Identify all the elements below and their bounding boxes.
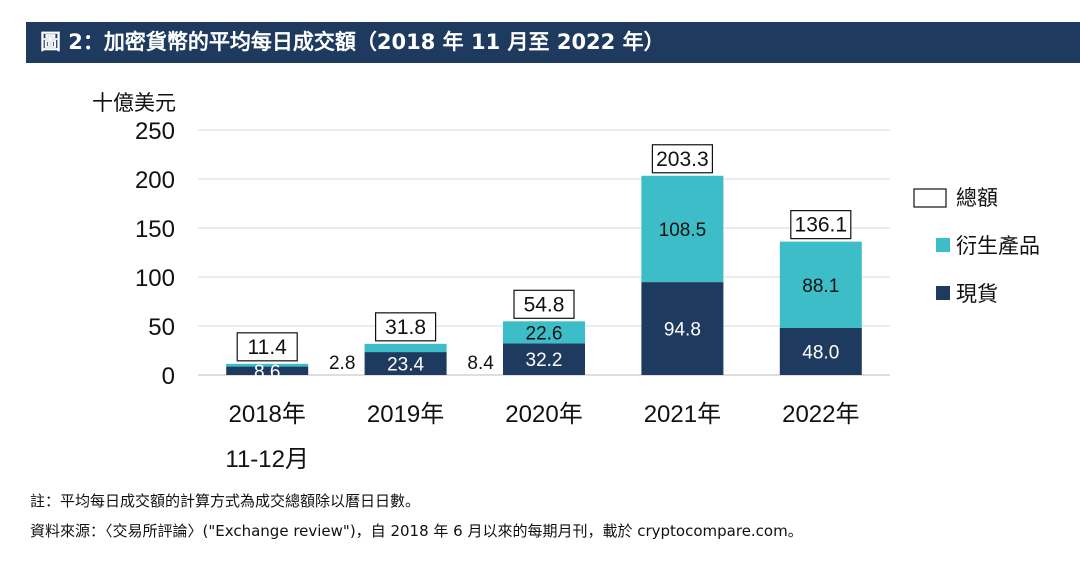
total-value-label: 136.1 — [795, 214, 848, 237]
y-tick-label: 200 — [135, 167, 175, 194]
footnote: 註：平均每日成交額的計算方式為成交總額除以曆日日數。 — [30, 492, 421, 510]
legend-swatch-derivatives — [936, 238, 950, 252]
derivatives-value-label: 8.4 — [467, 353, 494, 374]
spot-value-label: 8.6 — [254, 362, 280, 383]
y-tick-label: 150 — [135, 216, 175, 243]
total-box — [375, 312, 437, 342]
bar-spot — [226, 366, 309, 375]
spot-value-label: 48.0 — [802, 342, 839, 363]
x-tick-label: 2021年 — [644, 401, 721, 428]
total-value-label: 54.8 — [524, 293, 565, 316]
derivatives-value-label: 108.5 — [659, 220, 707, 241]
total-box — [790, 210, 852, 240]
chart-title: 圖 2：加密貨幣的平均每日成交額（2018 年 11 月至 2022 年） — [26, 22, 1080, 63]
legend-label: 現貨 — [956, 283, 998, 306]
y-axis-label: 十億美元 — [92, 92, 176, 115]
total-value-label: 203.3 — [656, 148, 709, 171]
total-box — [651, 144, 714, 174]
total-value-label: 31.8 — [385, 316, 426, 339]
bar-spot — [779, 327, 862, 375]
bar-spot — [641, 282, 724, 375]
bar-spot — [503, 343, 585, 375]
spot-value-label: 94.8 — [664, 320, 701, 341]
legend-label: 衍生產品 — [956, 235, 1040, 258]
bar-derivatives — [503, 321, 585, 344]
y-tick-label: 250 — [135, 118, 175, 145]
derivatives-value-label: 2.8 — [329, 353, 355, 374]
total-value-label: 11.4 — [248, 336, 288, 359]
legend-label: 總額 — [956, 187, 998, 210]
spot-value-label: 32.2 — [526, 350, 563, 371]
y-tick-label: 50 — [148, 314, 175, 341]
bar-derivatives — [641, 175, 724, 283]
legend-swatch-total — [913, 188, 947, 208]
source-note: 資料來源：〈交易所評論〉("Exchange review")，自 2018 年… — [30, 522, 803, 540]
y-tick-label: 100 — [135, 265, 175, 292]
derivatives-value-label: 88.1 — [802, 276, 839, 297]
bar-spot — [364, 352, 447, 375]
x-tick-label: 11-12月 — [225, 446, 309, 473]
bar-derivatives — [226, 363, 309, 367]
x-tick-label: 2022年 — [782, 401, 859, 428]
x-tick-label: 2019年 — [367, 401, 444, 428]
y-tick-label: 0 — [162, 363, 175, 390]
legend-swatch-spot — [936, 286, 950, 300]
stacked-bar-chart: 十億美元 0 50 100 150 200 250 8.6 2.8 11.4 2018年 11-12月… — [92, 92, 1040, 473]
derivatives-value-label: 22.6 — [526, 323, 563, 344]
bar-derivatives — [364, 343, 447, 353]
bar-derivatives — [779, 241, 862, 328]
x-tick-label: 2018年 — [229, 401, 306, 428]
total-box — [236, 332, 298, 362]
x-tick-label: 2020年 — [505, 401, 582, 428]
spot-value-label: 23.4 — [387, 355, 424, 376]
total-box — [513, 289, 575, 319]
